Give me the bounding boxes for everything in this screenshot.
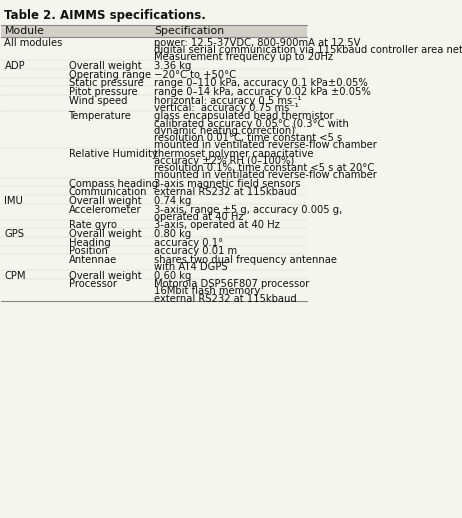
Text: Compass heading: Compass heading (68, 179, 158, 189)
Text: Measurement frequency up to 20Hz: Measurement frequency up to 20Hz (154, 52, 333, 63)
Text: 3-axis, operated at 40 Hz: 3-axis, operated at 40 Hz (154, 220, 280, 231)
Text: 0.74 kg: 0.74 kg (154, 196, 191, 206)
Text: power: 12.5-37VDC, 800-900mA at 12.5V: power: 12.5-37VDC, 800-900mA at 12.5V (154, 38, 360, 48)
Text: All modules: All modules (5, 38, 63, 48)
Text: accuracy 0.01 m: accuracy 0.01 m (154, 246, 237, 256)
Text: mounted in ventilated reverse-flow chamber: mounted in ventilated reverse-flow chamb… (154, 140, 377, 150)
Text: mounted in ventilated reverse-flow chamber: mounted in ventilated reverse-flow chamb… (154, 170, 377, 180)
Text: Relative Humidity: Relative Humidity (68, 149, 158, 159)
Text: Module: Module (5, 26, 44, 36)
Text: IMU: IMU (5, 196, 23, 206)
Text: Heading: Heading (68, 238, 110, 248)
Text: Communication: Communication (68, 187, 147, 197)
Text: 3-axis magnetic field sensors: 3-axis magnetic field sensors (154, 179, 301, 189)
Text: thermoset polymer capacitative: thermoset polymer capacitative (154, 149, 314, 159)
Text: external RS232 at 115kbaud: external RS232 at 115kbaud (154, 294, 297, 304)
Text: Overall weight: Overall weight (68, 229, 141, 239)
Text: Processor: Processor (68, 279, 116, 290)
Text: Antennae: Antennae (68, 255, 117, 265)
Text: digital serial communication via 115kbaud controller area network: digital serial communication via 115kbau… (154, 46, 462, 55)
Text: Rate gyro: Rate gyro (68, 220, 116, 231)
Text: 3.36 kg: 3.36 kg (154, 61, 191, 71)
Text: vertical:  accuracy 0.75 ms⁻¹: vertical: accuracy 0.75 ms⁻¹ (154, 103, 299, 113)
Text: Operating range: Operating range (68, 70, 151, 80)
Text: Temperature: Temperature (68, 111, 132, 122)
Text: external RS232 at 115kbaud: external RS232 at 115kbaud (154, 187, 297, 197)
Text: horizontal: accuracy 0.5 ms⁻¹: horizontal: accuracy 0.5 ms⁻¹ (154, 96, 302, 106)
Text: CPM: CPM (5, 271, 26, 281)
Text: Accelerometer: Accelerometer (68, 205, 141, 214)
Text: with AT4 DGPS: with AT4 DGPS (154, 262, 228, 272)
Text: shares two dual frequency antennae: shares two dual frequency antennae (154, 255, 337, 265)
Text: operated at 40 Hz: operated at 40 Hz (154, 212, 243, 222)
Text: Static pressure: Static pressure (68, 78, 143, 89)
Text: glass encapsulated bead thermistor: glass encapsulated bead thermistor (154, 111, 334, 122)
Text: −20°C to +50°C: −20°C to +50°C (154, 70, 236, 80)
Text: accuracy 0.1°: accuracy 0.1° (154, 238, 223, 248)
Text: Overall weight: Overall weight (68, 196, 141, 206)
Text: Motorola DSP56F807 processor: Motorola DSP56F807 processor (154, 279, 310, 290)
Text: 3-axis, range ±5 g, accuracy 0.005 g,: 3-axis, range ±5 g, accuracy 0.005 g, (154, 205, 342, 214)
Text: GPS: GPS (5, 229, 24, 239)
Text: Wind speed: Wind speed (68, 96, 127, 106)
Text: range 0–14 kPa, accuracy 0.02 kPa ±0.05%: range 0–14 kPa, accuracy 0.02 kPa ±0.05% (154, 87, 371, 97)
Text: resolution 0.01°C, time constant <5 s: resolution 0.01°C, time constant <5 s (154, 133, 342, 143)
Text: Table 2. AIMMS specifications.: Table 2. AIMMS specifications. (5, 9, 207, 22)
Text: dynamic heating correction): dynamic heating correction) (154, 126, 295, 136)
Text: accuracy ±2% RH (0–100%): accuracy ±2% RH (0–100%) (154, 156, 294, 166)
Text: ADP: ADP (5, 61, 25, 71)
Text: Pitot pressure: Pitot pressure (68, 87, 137, 97)
Text: 16Mbit flash memory: 16Mbit flash memory (154, 286, 260, 296)
Text: Overall weight: Overall weight (68, 61, 141, 71)
Text: resolution 0.1%, time constant <5 s at 20°C: resolution 0.1%, time constant <5 s at 2… (154, 163, 374, 173)
Text: Overall weight: Overall weight (68, 271, 141, 281)
Text: Position: Position (68, 246, 108, 256)
Text: range 0–110 kPa, accuracy 0.1 kPa±0.05%: range 0–110 kPa, accuracy 0.1 kPa±0.05% (154, 78, 368, 89)
Text: calibrated accuracy 0.05°C (0.3°C with: calibrated accuracy 0.05°C (0.3°C with (154, 119, 349, 128)
Text: 0.80 kg: 0.80 kg (154, 229, 191, 239)
FancyBboxPatch shape (1, 24, 307, 37)
Text: Specification: Specification (154, 26, 224, 36)
Text: 0.60 kg: 0.60 kg (154, 271, 191, 281)
